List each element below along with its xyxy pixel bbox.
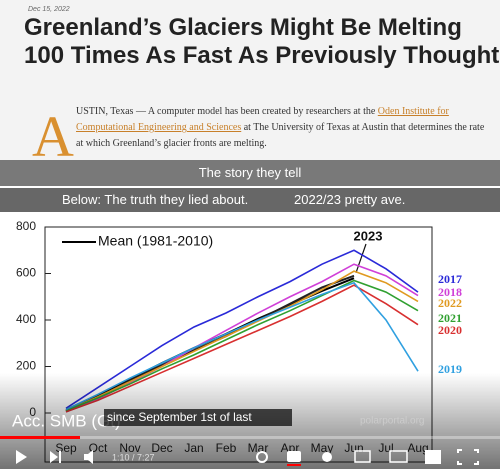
article: Dec 15, 2022 Greenland’s Glaciers Might … bbox=[0, 0, 500, 166]
subtitle: since September 1st of last bbox=[107, 410, 252, 424]
caption: The story they tell bbox=[0, 160, 500, 186]
cast-button[interactable] bbox=[425, 450, 441, 464]
cc-button[interactable] bbox=[287, 451, 301, 462]
body-text: at The University of Texas at Austin tha… bbox=[76, 122, 485, 149]
y-tick-label: 400 bbox=[16, 312, 36, 326]
series-label: 2022 bbox=[438, 296, 462, 310]
caption: Below: The truth they lied about. 2022/2… bbox=[0, 188, 500, 212]
miniplayer-button[interactable] bbox=[354, 450, 371, 463]
caption-text: Below: The truth they lied about. bbox=[62, 192, 249, 207]
next-button[interactable] bbox=[50, 451, 61, 463]
y-tick-label: 600 bbox=[16, 266, 36, 280]
progress-played bbox=[0, 436, 80, 439]
headline-line: 100 Times As Fast As Previously Thought bbox=[24, 42, 500, 69]
fullscreen-button[interactable] bbox=[457, 449, 479, 465]
settings-button[interactable] bbox=[322, 452, 332, 462]
link[interactable]: Oden Institute for Computational Enginee… bbox=[76, 106, 449, 133]
annotation-arrow bbox=[355, 243, 367, 274]
series-line bbox=[65, 249, 419, 410]
time: 1:10 / 7:27 bbox=[112, 452, 155, 462]
y-axis-label: Acc. SMB (Gt) bbox=[12, 411, 121, 430]
y-tick-label: 800 bbox=[16, 219, 36, 233]
legend-label: Mean (1981-2010) bbox=[98, 233, 213, 249]
theater-button[interactable] bbox=[389, 450, 408, 463]
body-text: USTIN, Texas — A computer model has been… bbox=[76, 106, 378, 117]
headline: Greenland’s Glaciers Might Be Melting 10… bbox=[24, 14, 500, 70]
series-label: 2019 bbox=[438, 362, 462, 376]
source: polarportal.org bbox=[360, 416, 424, 427]
play-button[interactable] bbox=[16, 450, 27, 464]
autoplay-button[interactable] bbox=[256, 451, 268, 463]
subtitle-bg bbox=[104, 409, 292, 426]
headline-line: Greenland’s Glaciers Might Be Melting bbox=[24, 14, 462, 41]
series-label: 2021 bbox=[438, 311, 462, 325]
chart: 0200400600800SepOctNovDecJanFebMarAprMay… bbox=[0, 219, 500, 469]
annotation: 2023 bbox=[354, 228, 383, 243]
series-label: 2017 bbox=[438, 272, 462, 286]
article-body: USTIN, Texas — A computer model has been… bbox=[76, 104, 486, 152]
volume-button[interactable] bbox=[84, 450, 93, 464]
date: Dec 15, 2022 bbox=[28, 6, 70, 13]
drop-cap: A bbox=[32, 104, 74, 169]
y-tick-label: 200 bbox=[16, 359, 36, 373]
cc-indicator bbox=[287, 464, 301, 466]
series-label: 2018 bbox=[438, 285, 462, 299]
progress-track[interactable] bbox=[0, 436, 500, 439]
series-label: 2020 bbox=[438, 323, 462, 337]
caption-text: 2022/23 pretty ave. bbox=[294, 192, 406, 207]
